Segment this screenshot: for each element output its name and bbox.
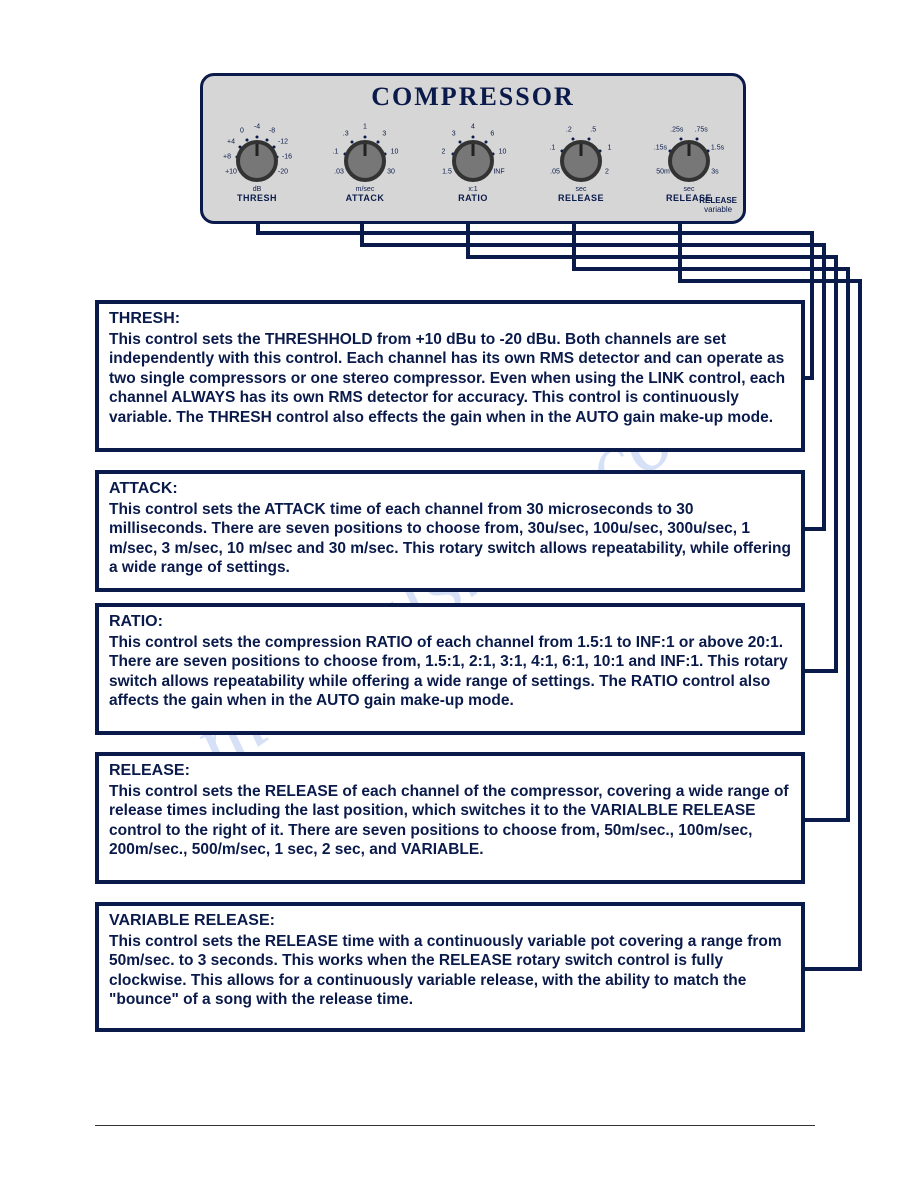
tick: 1: [355, 124, 375, 131]
box-title: VARIABLE RELEASE:: [109, 912, 791, 930]
tick: .5: [583, 126, 603, 133]
box-body: This control sets the RELEASE time with …: [109, 932, 791, 1010]
knob-dial[interactable]: [560, 140, 602, 182]
desc-box-0: THRESH: This control sets the THRESHHOLD …: [95, 300, 805, 452]
desc-box-4: VARIABLE RELEASE: This control sets the R…: [95, 902, 805, 1032]
tick: .25s: [667, 126, 687, 133]
knob-label: RATIO: [423, 193, 523, 203]
knob-label: THRESH: [207, 193, 307, 203]
box-body: This control sets the THRESHHOLD from +1…: [109, 330, 791, 427]
knob-ratio: 1.5234610INFx:1RATIO: [423, 118, 523, 203]
panel-title: COMPRESSOR: [203, 82, 743, 112]
knob-unit: sec: [639, 186, 739, 193]
tick: -16: [277, 154, 297, 161]
tick: .15s: [650, 144, 670, 151]
tick: 10: [493, 148, 513, 155]
release-variable-label: RELEASE variable: [699, 197, 737, 215]
knob-attack: .03.1.3131030m/secATTACK: [315, 118, 415, 203]
tick: 1.5s: [708, 144, 728, 151]
box-body: This control sets the RELEASE of each ch…: [109, 782, 791, 860]
compressor-panel: COMPRESSOR +10+8+40-4-8-12-16-20dBTHRESH…: [200, 73, 746, 224]
knob-thresh: +10+8+40-4-8-12-16-20dBTHRESH: [207, 118, 307, 203]
desc-box-2: RATIO: This control sets the compression …: [95, 603, 805, 735]
footer-divider: [95, 1125, 815, 1126]
tick: 4: [463, 124, 483, 131]
tick: 2: [433, 148, 453, 155]
knob-unit: sec: [531, 186, 631, 193]
tick: +4: [221, 139, 241, 146]
knob-dial[interactable]: [668, 140, 710, 182]
tick: 6: [482, 131, 502, 138]
knob-release: .05.1.2.512secRELEASE: [531, 118, 631, 203]
knob-label: ATTACK: [315, 193, 415, 203]
desc-box-1: ATTACK: This control sets the ATTACK time…: [95, 470, 805, 592]
box-title: RATIO:: [109, 613, 791, 631]
box-title: RELEASE:: [109, 762, 791, 780]
tick: -8: [262, 128, 282, 135]
knob-row: +10+8+40-4-8-12-16-20dBTHRESH.03.1.31310…: [203, 118, 743, 203]
tick: 1: [600, 144, 620, 151]
tick: .1: [542, 144, 562, 151]
knob-dial[interactable]: [236, 140, 278, 182]
knob-unit: m/sec: [315, 186, 415, 193]
knob-dial[interactable]: [344, 140, 386, 182]
tick: .1: [325, 148, 345, 155]
tick: .2: [559, 126, 579, 133]
box-title: THRESH:: [109, 310, 791, 328]
knob-label: RELEASE: [531, 193, 631, 203]
tick: +8: [217, 154, 237, 161]
knob-release: 50m.15s.25s.75s1.5s3ssecRELEASE: [639, 118, 739, 203]
box-body: This control sets the ATTACK time of eac…: [109, 500, 791, 578]
tick: 3: [444, 131, 464, 138]
knob-unit: x:1: [423, 186, 523, 193]
tick: 3: [374, 131, 394, 138]
tick: .3: [336, 131, 356, 138]
tick: .75s: [691, 126, 711, 133]
tick: -12: [273, 139, 293, 146]
desc-box-3: RELEASE: This control sets the RELEASE of…: [95, 752, 805, 884]
box-title: ATTACK:: [109, 480, 791, 498]
knob-dial[interactable]: [452, 140, 494, 182]
tick: 10: [385, 148, 405, 155]
box-body: This control sets the compression RATIO …: [109, 633, 791, 711]
knob-unit: dB: [207, 186, 307, 193]
page: manualshive.com COMPRESSOR +10+8+40-4-8-…: [0, 0, 918, 1188]
